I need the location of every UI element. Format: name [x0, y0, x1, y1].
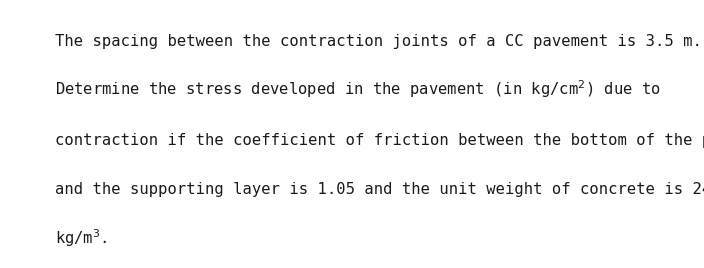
- Text: Determine the stress developed in the pavement (in kg/cm$^{2}$) due to: Determine the stress developed in the pa…: [55, 79, 660, 100]
- Text: and the supporting layer is 1.05 and the unit weight of concrete is 2450: and the supporting layer is 1.05 and the…: [55, 182, 704, 197]
- Text: kg/m$^{3}$.: kg/m$^{3}$.: [55, 227, 108, 249]
- Text: contraction if the coefficient of friction between the bottom of the pavement: contraction if the coefficient of fricti…: [55, 133, 704, 148]
- Text: The spacing between the contraction joints of a CC pavement is 3.5 m.: The spacing between the contraction join…: [55, 34, 702, 49]
